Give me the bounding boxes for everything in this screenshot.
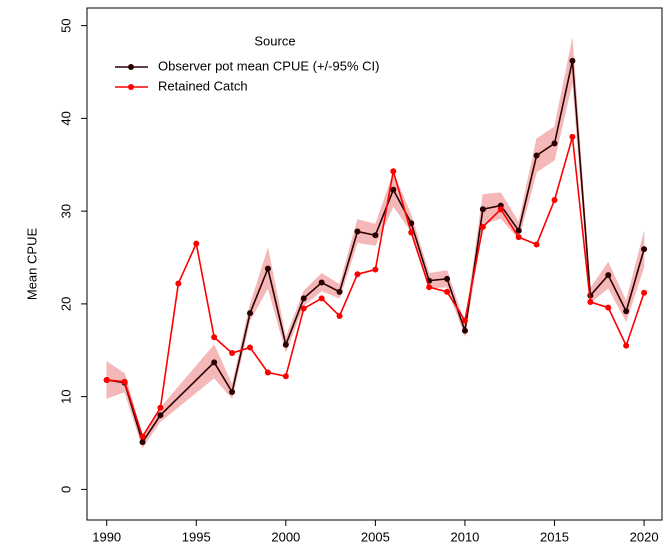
x-tick-label: 2020 <box>630 529 659 544</box>
data-point <box>372 266 379 273</box>
data-point <box>533 241 540 248</box>
data-point <box>103 376 110 383</box>
x-tick-label: 2005 <box>361 529 390 544</box>
x-tick-label: 2000 <box>271 529 300 544</box>
data-point <box>139 439 146 446</box>
y-axis-label: Mean CPUE <box>24 228 39 301</box>
data-point <box>515 227 522 234</box>
y-tick-label: 40 <box>58 111 73 125</box>
data-point <box>354 228 361 235</box>
legend-marker <box>128 64 134 70</box>
data-point <box>641 246 648 253</box>
data-point <box>479 223 486 230</box>
data-point <box>461 317 468 324</box>
data-point <box>641 289 648 296</box>
data-point <box>587 299 594 306</box>
data-point <box>497 206 504 213</box>
data-point <box>461 327 468 334</box>
ci-band <box>625 231 645 322</box>
x-tick-label: 1990 <box>92 529 121 544</box>
data-point <box>300 295 307 302</box>
data-point <box>139 433 146 440</box>
legend-label: Observer pot mean CPUE (+/-95% CI) <box>158 58 379 73</box>
data-point <box>282 373 289 380</box>
data-point <box>193 240 200 247</box>
data-point <box>408 229 415 236</box>
data-point <box>318 295 325 302</box>
y-tick-label: 50 <box>58 18 73 32</box>
data-point <box>264 369 271 376</box>
data-point <box>623 308 630 315</box>
legend-label: Retained Catch <box>158 78 248 93</box>
data-point <box>533 152 540 159</box>
y-tick-label: 20 <box>58 297 73 311</box>
legend-marker <box>128 84 134 90</box>
data-point <box>605 272 612 279</box>
y-tick-label: 0 <box>58 486 73 493</box>
y-tick-label: 30 <box>58 204 73 218</box>
data-point <box>372 232 379 239</box>
data-point <box>390 168 397 175</box>
plot-frame <box>86 7 663 521</box>
data-point <box>444 288 451 295</box>
data-point <box>211 334 218 341</box>
x-tick-label: 2010 <box>450 529 479 544</box>
data-point <box>605 304 612 311</box>
data-point <box>264 265 271 272</box>
ci-band <box>249 248 269 321</box>
data-point <box>444 275 451 282</box>
data-point <box>551 140 558 147</box>
data-point <box>247 344 254 351</box>
data-point <box>157 412 164 419</box>
data-point <box>354 271 361 278</box>
data-point <box>569 133 576 140</box>
data-point <box>229 350 236 357</box>
data-point <box>157 404 164 411</box>
data-point <box>175 280 182 287</box>
data-point <box>390 186 397 193</box>
data-point <box>569 57 576 64</box>
data-point <box>211 359 218 366</box>
data-point <box>318 279 325 286</box>
data-point <box>300 305 307 312</box>
data-point <box>229 389 236 395</box>
data-point <box>551 197 558 203</box>
data-point <box>247 310 254 317</box>
data-point <box>336 312 343 319</box>
ci-band <box>518 138 537 240</box>
data-point <box>336 288 343 295</box>
data-point <box>121 378 128 385</box>
ci-band <box>321 272 340 299</box>
y-tick-label: 10 <box>58 389 73 403</box>
data-point <box>282 341 289 348</box>
x-tick-label: 1995 <box>182 529 211 544</box>
data-point <box>515 234 522 241</box>
legend-title: Source <box>254 33 295 48</box>
data-point <box>623 342 630 349</box>
data-point <box>479 206 486 213</box>
data-point <box>426 284 433 291</box>
x-tick-label: 2015 <box>540 529 569 544</box>
